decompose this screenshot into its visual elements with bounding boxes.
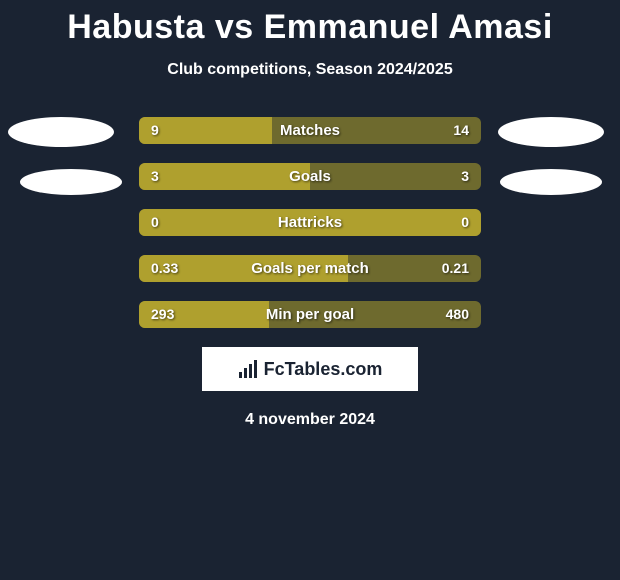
date-line: 4 november 2024: [0, 411, 620, 429]
stat-value-right: 480: [446, 301, 469, 328]
stat-row: 3Goals3: [139, 163, 481, 190]
logo-label: FcTables.com: [264, 359, 383, 380]
stat-value-right: 0.21: [442, 255, 469, 282]
stat-value-right: 3: [461, 163, 469, 190]
page-title: Habusta vs Emmanuel Amasi: [0, 0, 620, 47]
player-ellipse-0: [8, 117, 114, 147]
player-ellipse-2: [20, 169, 122, 195]
player-ellipse-3: [500, 169, 602, 195]
stat-value-right: 14: [453, 117, 469, 144]
stat-value-right: 0: [461, 209, 469, 236]
stat-label: Min per goal: [139, 301, 481, 328]
player-ellipse-1: [498, 117, 604, 147]
logo-box: FcTables.com: [202, 347, 418, 391]
stat-row: 0Hattricks0: [139, 209, 481, 236]
stat-row: 9Matches14: [139, 117, 481, 144]
stat-label: Goals per match: [139, 255, 481, 282]
fctables-logo: FcTables.com: [238, 359, 383, 380]
stat-label: Hattricks: [139, 209, 481, 236]
stat-label: Goals: [139, 163, 481, 190]
stat-row: 293Min per goal480: [139, 301, 481, 328]
bars-icon: [238, 360, 260, 378]
stat-rows: 9Matches14 3Goals3 0Hattricks0 0.33Goals pe…: [0, 117, 620, 328]
stat-row: 0.33Goals per match0.21: [139, 255, 481, 282]
stat-label: Matches: [139, 117, 481, 144]
comparison-chart: 9Matches14 3Goals3 0Hattricks0 0.33Goals pe…: [0, 117, 620, 328]
subtitle: Club competitions, Season 2024/2025: [0, 61, 620, 79]
